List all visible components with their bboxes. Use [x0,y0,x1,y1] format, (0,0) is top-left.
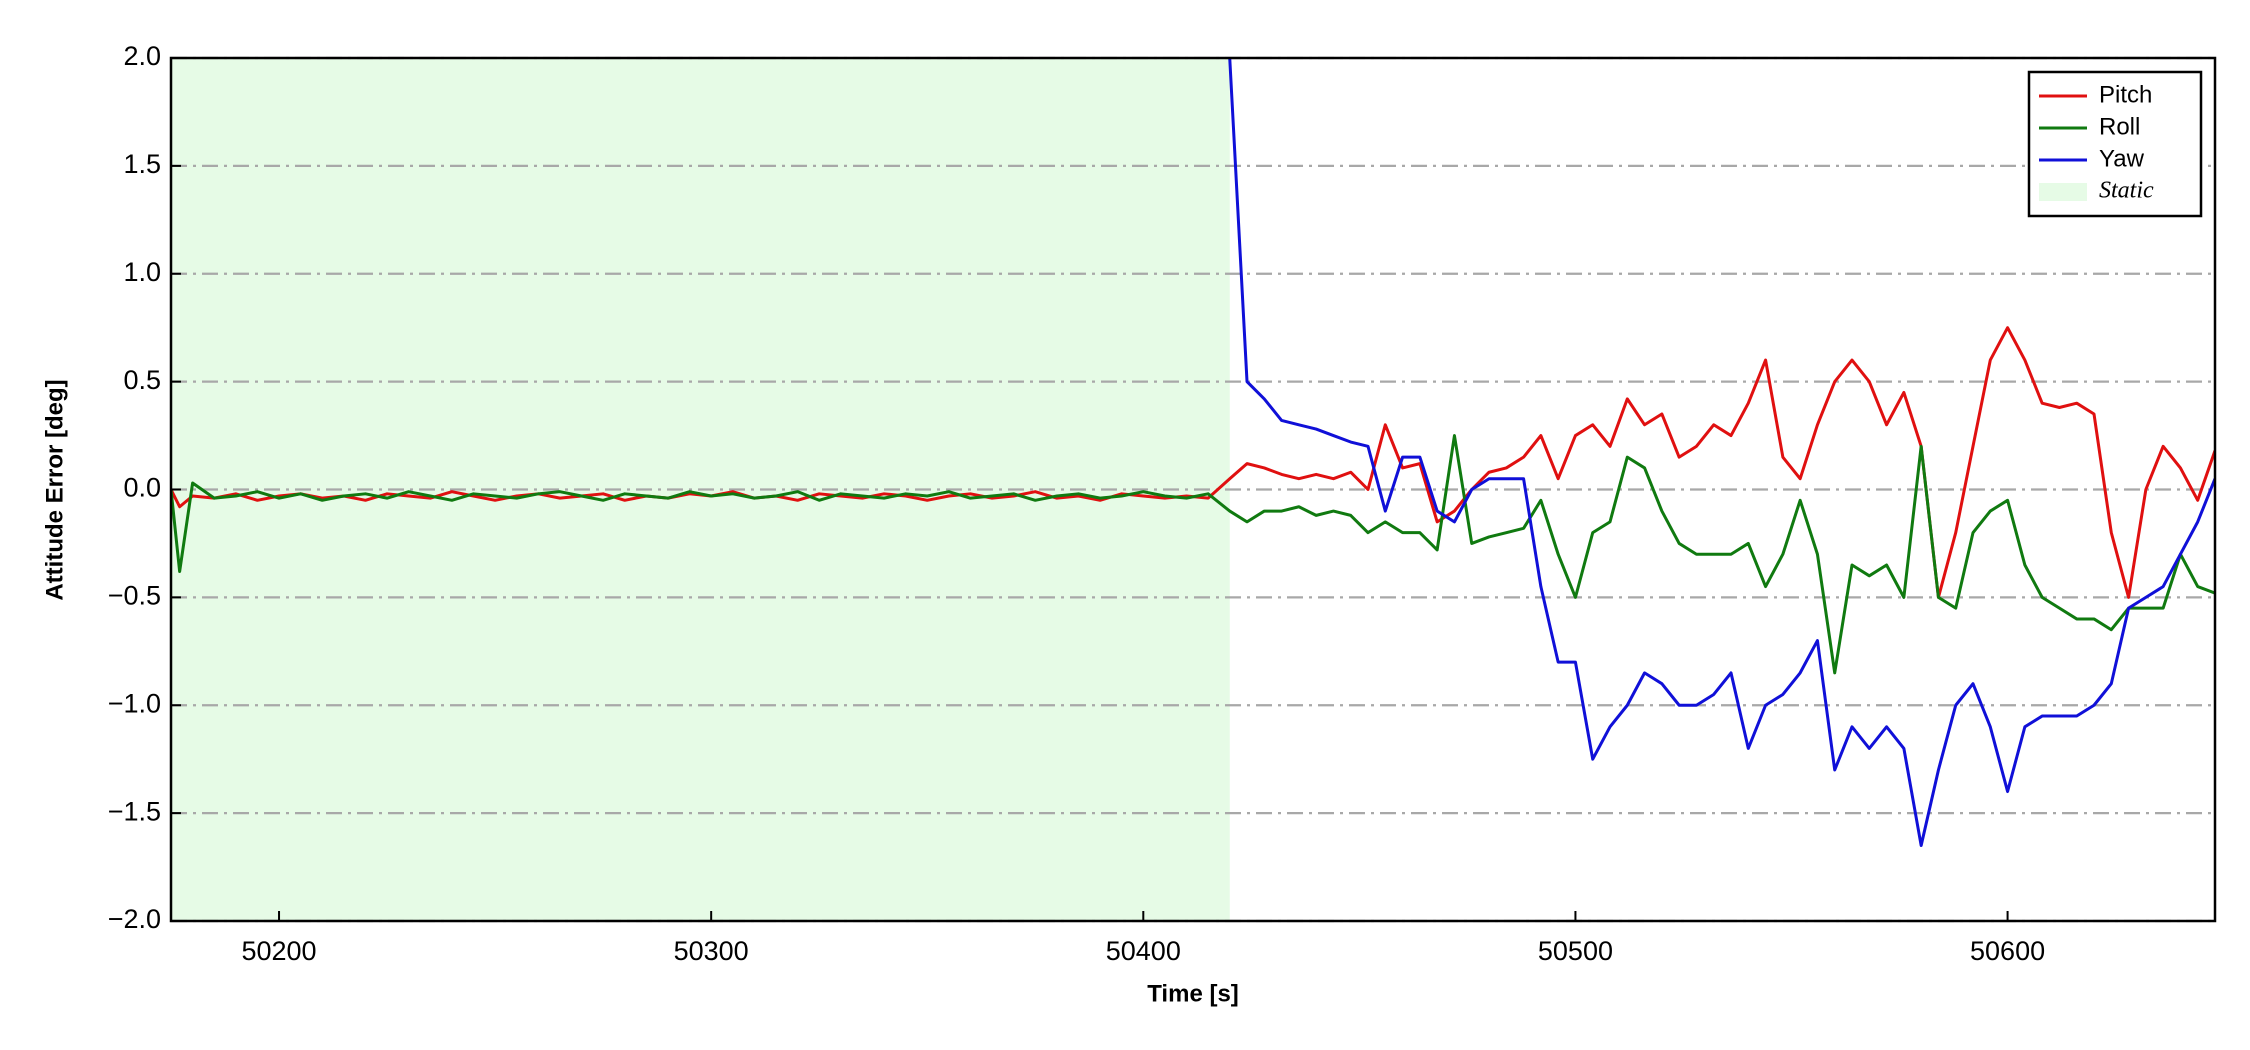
legend-label: Yaw [2099,145,2145,172]
x-tick-label: 50600 [1970,936,2045,966]
legend-label: Static [2099,178,2154,204]
series-line [1228,58,2215,847]
x-axis-label: Time [s] [1147,980,1239,1007]
lines [171,58,2215,847]
y-tick-label: 0.0 [123,473,161,503]
y-axis-label: Attitude Error [deg] [41,379,68,600]
y-tick-label: 2.0 [123,41,161,71]
y-tick-label: −1.5 [108,796,161,826]
legend-label: Roll [2099,113,2140,140]
legend-swatch [2039,183,2087,201]
x-tick-label: 50300 [674,936,749,966]
legend: Pitch Roll Yaw Static [2027,70,2203,218]
x-tick-label: 50200 [241,936,316,966]
x-tick-label: 50400 [1106,936,1181,966]
x-tick-label: 50500 [1538,936,1613,966]
legend-label: Pitch [2099,81,2152,108]
y-tick-label: 1.5 [123,149,161,179]
y-tick-label: −0.5 [108,581,161,611]
y-tick-label: −1.0 [108,688,161,718]
series-line [171,434,2215,675]
y-tick-label: −2.0 [108,904,161,934]
axes: −2.0 −1.5 −1.0 −0.5 0.0 0.5 1.0 1.5 2.0 50200 5030… [108,41,2045,966]
y-tick-label: 0.5 [123,365,161,395]
y-tick-label: 1.0 [123,257,161,287]
